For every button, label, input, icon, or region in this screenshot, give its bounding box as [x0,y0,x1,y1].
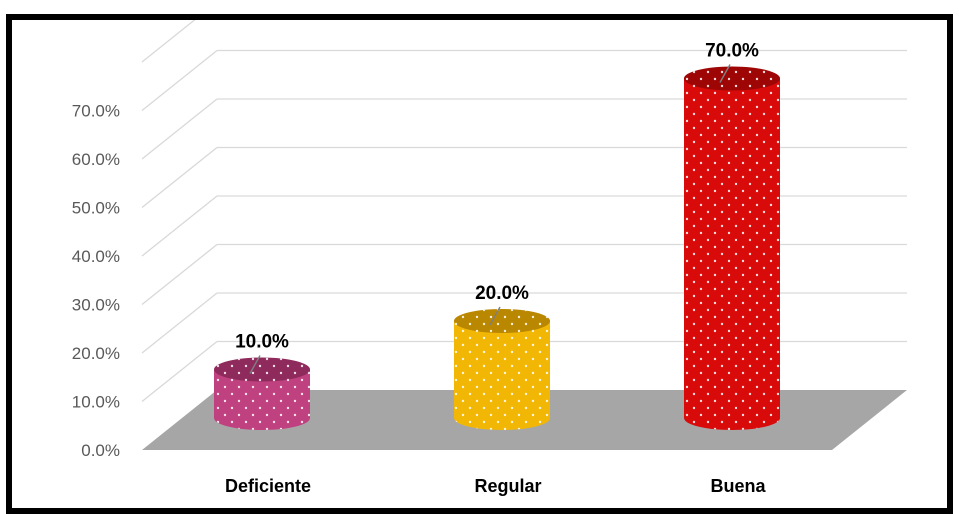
data-label: 20.0% [475,283,529,304]
bar-deficiente [214,357,310,430]
bar-body-dots [684,78,780,430]
chart-frame: 0.0% 10.0% 20.0% 30.0% 40.0% 50.0% 60.0% 70.0% … [6,14,953,514]
y-tick-label: 60.0% [72,150,120,169]
data-label: 70.0% [705,41,759,62]
x-axis-categories: Deficiente Regular Buena [225,476,767,496]
gridline-side [141,243,218,306]
y-tick-label: 10.0% [72,393,120,412]
gridline-side [141,20,196,63]
bar-body-dots [214,369,310,430]
y-axis-ticks: 0.0% 10.0% 20.0% 30.0% 40.0% 50.0% 60.0% 70.0% [72,102,120,461]
y-tick-label: 70.0% [72,102,120,121]
bar-top-dots [454,309,550,333]
bar-body-dots [454,321,550,430]
bar-top-dots [684,66,780,91]
gridline-side [141,98,218,160]
gridline-side [141,49,218,112]
category-label: Deficiente [225,476,311,496]
gridline-side [141,292,218,354]
y-tick-label: 20.0% [72,344,120,363]
data-label-leader [249,355,261,374]
data-label-leader [489,306,501,326]
bar-buena [684,66,780,430]
category-label: Regular [474,476,541,496]
y-tick-label: 50.0% [72,199,120,218]
y-tick-label: 0.0% [81,441,120,460]
y-tick-label: 30.0% [72,296,120,315]
data-labels: 10.0% 20.0% 70.0% [235,41,759,374]
category-label: Buena [710,476,766,496]
bar-chart: 0.0%10.0%20.0%30.0%40.0%50.0%60.0%70.0% … [72,20,907,496]
bar-regular [454,309,550,430]
data-label: 10.0% [235,332,289,353]
gridline-side [141,195,218,257]
bar-top-dots [214,357,310,382]
data-label-leader [719,64,731,83]
bars [214,66,780,430]
gridline-side [141,340,218,403]
gridlines [141,20,907,403]
y-tick-label: 40.0% [72,247,120,266]
gridline-side [141,146,218,209]
